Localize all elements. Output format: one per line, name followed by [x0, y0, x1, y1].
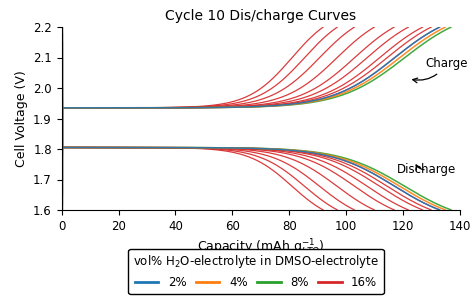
Legend: 2%, 4%, 8%, 16%: 2%, 4%, 8%, 16% — [128, 249, 383, 294]
Title: Cycle 10 Dis/charge Curves: Cycle 10 Dis/charge Curves — [165, 9, 356, 23]
Text: Discharge: Discharge — [397, 164, 456, 176]
Y-axis label: Cell Voltage (V): Cell Voltage (V) — [15, 70, 27, 167]
X-axis label: Capacity (mAh g$^{-1}_{LTO}$): Capacity (mAh g$^{-1}_{LTO}$) — [197, 238, 324, 258]
Text: Charge: Charge — [413, 57, 468, 83]
